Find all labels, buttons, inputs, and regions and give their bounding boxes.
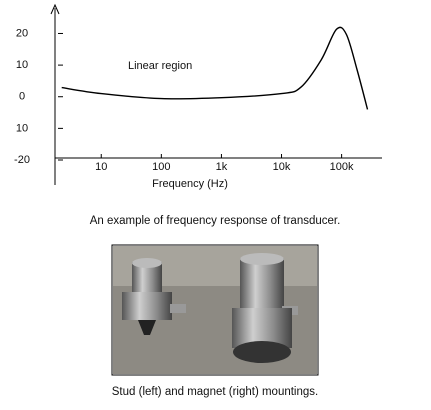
- annotation: Linear region: [128, 60, 192, 72]
- y-axis-arrow: [50, 3, 60, 15]
- magnet-sensor-body: [240, 258, 284, 308]
- photo: [113, 246, 317, 374]
- photo-caption: Stud (left) and magnet (right) mountings…: [112, 386, 318, 398]
- stud-screw: [138, 320, 156, 335]
- y-tick-label: 0: [19, 91, 25, 103]
- y-tick-label: 10: [16, 59, 28, 71]
- x-axis-label: Frequency (Hz): [152, 178, 228, 190]
- stud-sensor-top: [132, 258, 162, 268]
- x-tick-label: 10: [95, 161, 107, 173]
- figure-caption: An example of frequency response of tran…: [90, 215, 341, 227]
- y-tick-label: 20: [16, 27, 28, 39]
- response-curve: [61, 26, 369, 110]
- x-tick-label: 100: [152, 161, 170, 173]
- y-tick-label: 10: [16, 122, 28, 134]
- x-tick-label: 1k: [216, 161, 228, 173]
- x-tick-label: 10k: [273, 161, 291, 173]
- x-tick-label: 100k: [330, 161, 354, 173]
- y-tick-label: -20: [14, 154, 30, 166]
- stud-connector: [170, 304, 186, 313]
- stud-sensor-hex: [122, 292, 172, 320]
- magnet-sensor-top: [240, 253, 284, 265]
- magnet-base: [233, 341, 291, 363]
